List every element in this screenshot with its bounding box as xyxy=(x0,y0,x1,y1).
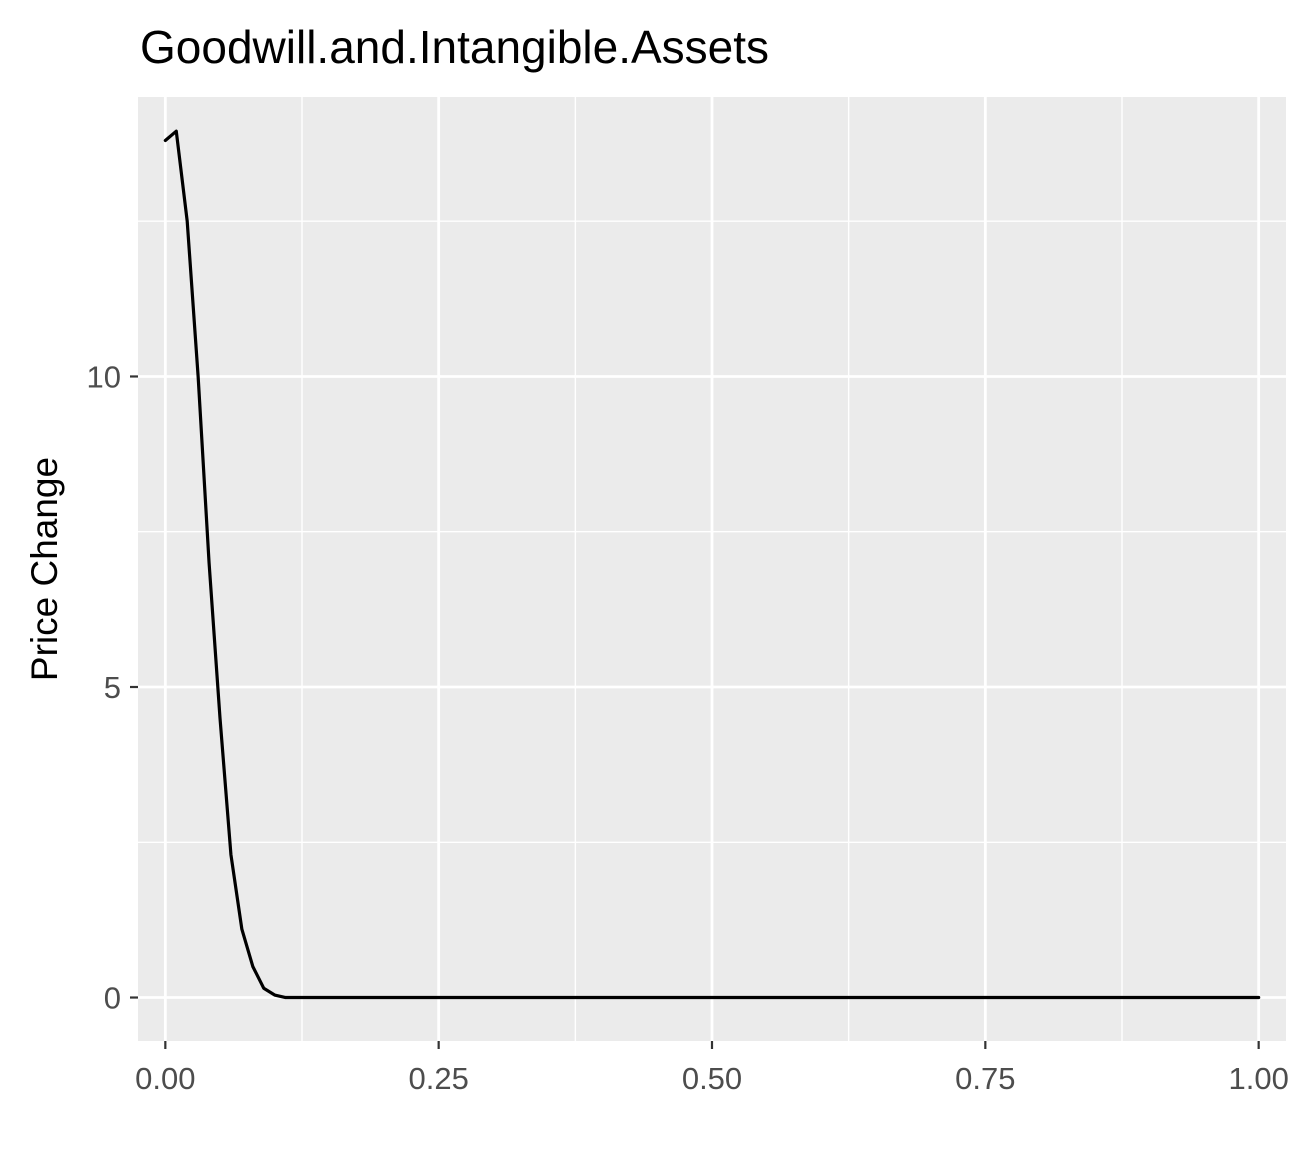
major-gridlines xyxy=(138,97,1286,1041)
y-tick-label: 5 xyxy=(104,670,121,705)
x-tick-label: 1.00 xyxy=(1228,1061,1288,1096)
x-tick-label: 0.00 xyxy=(135,1061,195,1096)
x-tick-label: 0.50 xyxy=(682,1061,742,1096)
x-axis: 0.00 0.25 0.50 0.75 1.00 xyxy=(135,1041,1289,1096)
x-tick-label: 0.25 xyxy=(408,1061,468,1096)
y-axis-label: Price Change xyxy=(24,457,65,681)
series-line xyxy=(163,129,1261,1000)
y-tick-label: 0 xyxy=(104,981,121,1016)
y-tick-label: 10 xyxy=(87,359,121,394)
y-axis: 0 5 10 xyxy=(87,359,138,1016)
x-tick-label: 0.75 xyxy=(955,1061,1015,1096)
chart-title: Goodwill.and.Intangible.Assets xyxy=(140,21,769,73)
